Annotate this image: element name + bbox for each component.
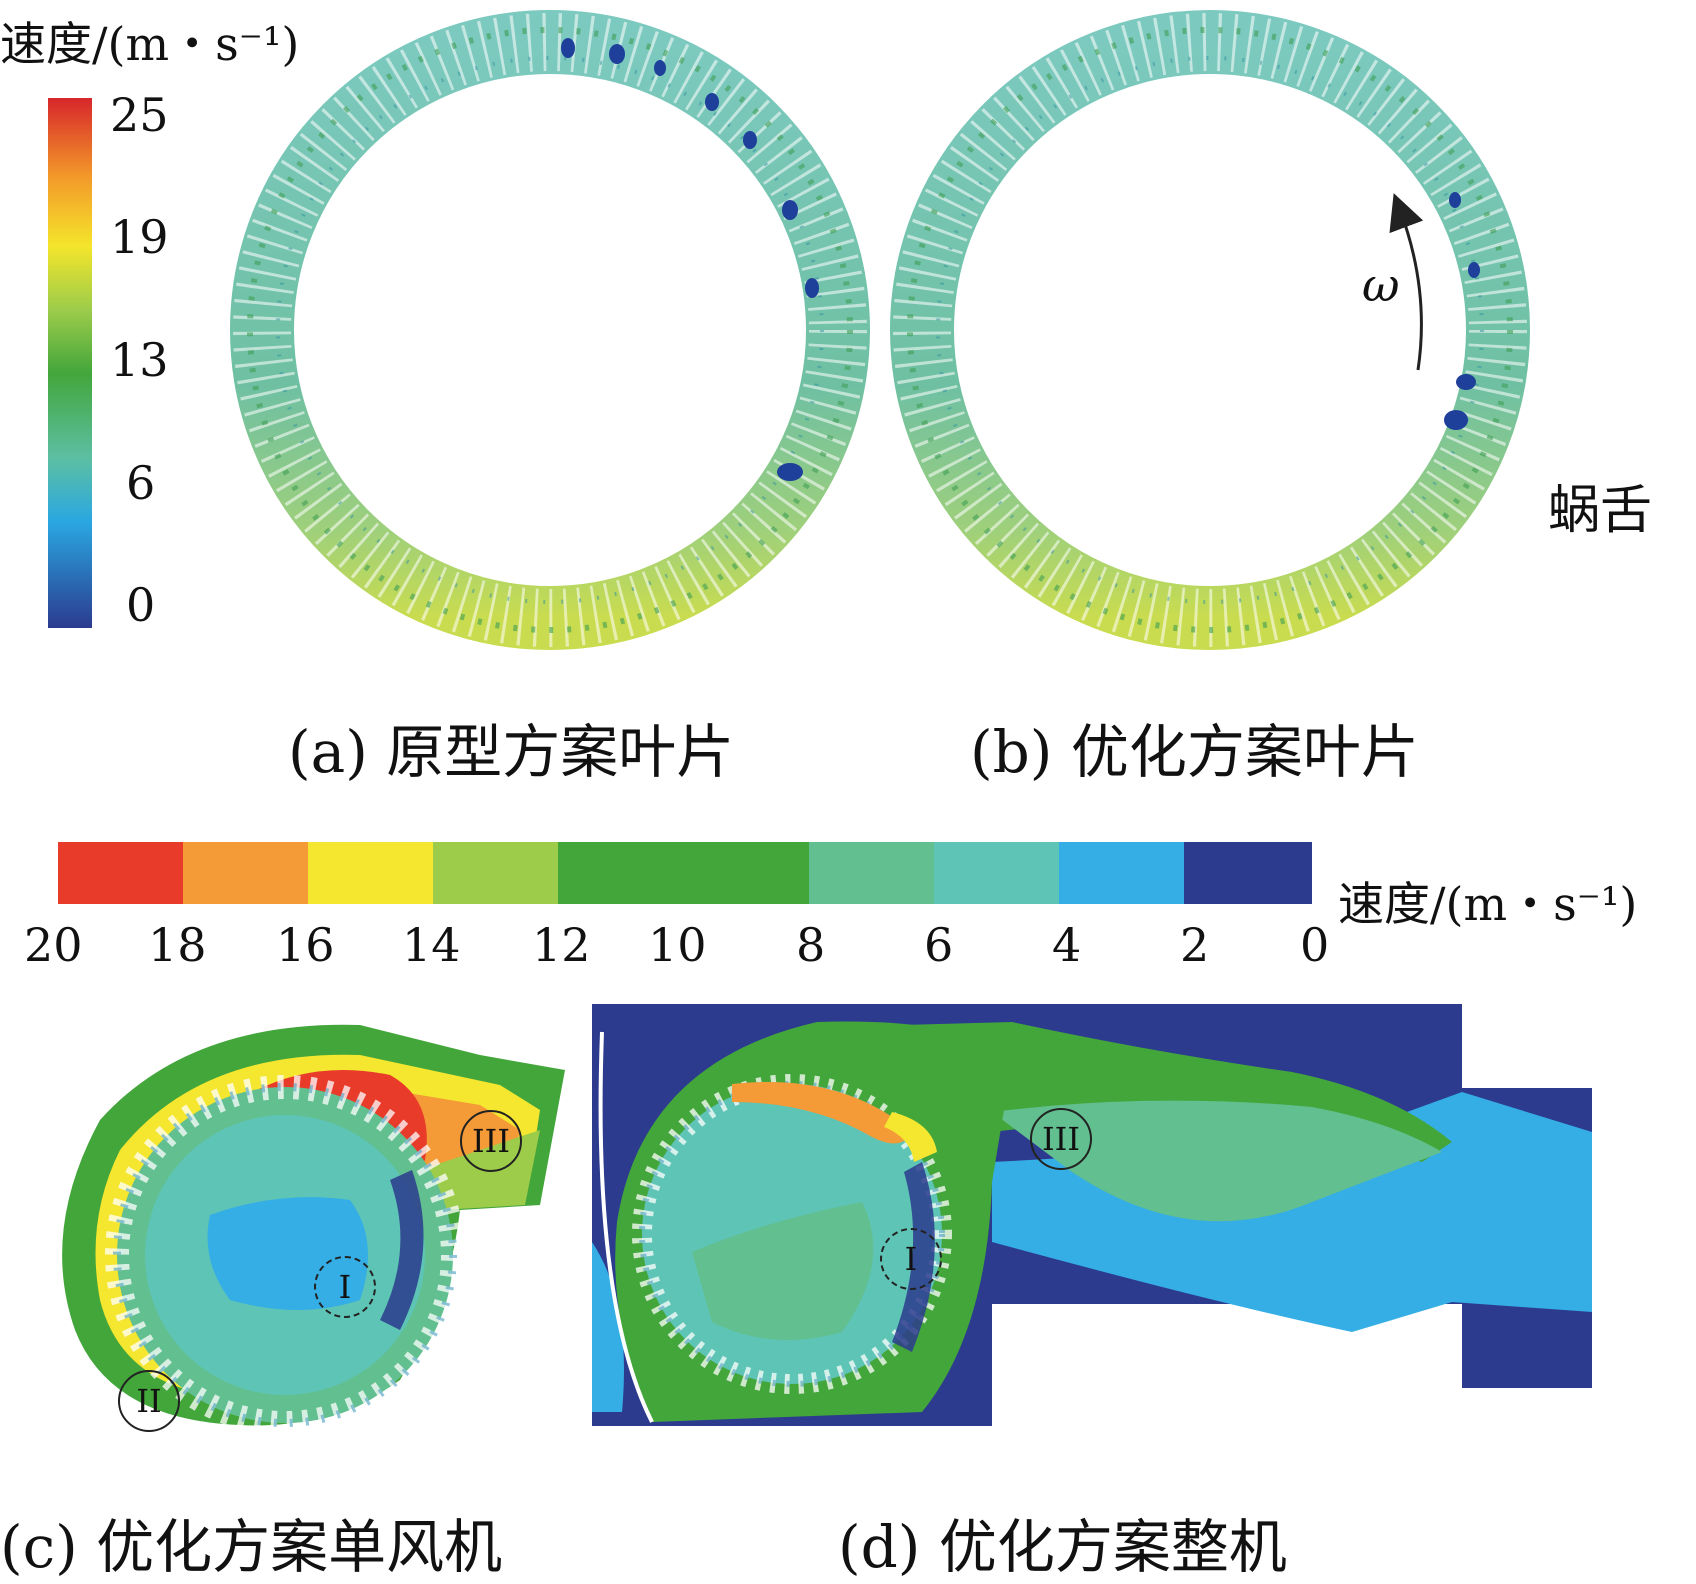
volute-tongue-label: 蜗舌 — [1548, 481, 1653, 541]
bottom-legend-tick: 16 — [276, 918, 335, 972]
bottom-legend-tick: 10 — [648, 918, 707, 972]
caption-d: (d) 优化方案整机 — [838, 1513, 1287, 1581]
impeller-ring-optimized — [890, 10, 1530, 650]
full-machine — [592, 1004, 1592, 1426]
marker-c-ii: II — [118, 1370, 180, 1432]
bottom-legend-tick: 4 — [1052, 918, 1082, 972]
bottom-legend-cell — [934, 842, 1060, 904]
marker-c-i: I — [314, 1256, 376, 1318]
bottom-legend-colorbar — [58, 842, 1312, 904]
bottom-legend-cell — [1059, 842, 1185, 904]
bottom-legend-title: 速度/(m・s⁻¹) — [1338, 877, 1638, 931]
caption-c: (c) 优化方案单风机 — [0, 1513, 503, 1581]
top-legend-tick: 25 — [110, 88, 169, 142]
omega-label: ω — [1362, 258, 1400, 312]
top-legend-tick: 19 — [110, 210, 169, 264]
bottom-legend-cell — [58, 842, 184, 904]
bottom-legend-tick: 6 — [924, 918, 954, 972]
bottom-legend-cell — [1184, 842, 1312, 904]
bottom-legend-tick: 0 — [1300, 918, 1330, 972]
marker-d-iii: III — [1030, 1108, 1092, 1170]
top-legend-colorbar — [48, 98, 92, 628]
bottom-legend-tick: 8 — [796, 918, 826, 972]
bottom-legend-cell — [308, 842, 434, 904]
bottom-legend-tick: 18 — [148, 918, 207, 972]
caption-b: (b) 优化方案叶片 — [970, 718, 1419, 786]
bottom-legend-cell — [183, 842, 309, 904]
impeller-ring-original — [230, 10, 870, 650]
bottom-legend-cell — [433, 842, 559, 904]
bottom-legend-tick: 12 — [532, 918, 591, 972]
bottom-legend-tick: 14 — [402, 918, 461, 972]
top-legend-tick: 0 — [126, 578, 156, 632]
top-legend-tick: 13 — [110, 333, 169, 387]
marker-d-i: I — [880, 1228, 942, 1290]
top-legend-tick: 6 — [126, 456, 156, 510]
bottom-legend-cell — [809, 842, 935, 904]
caption-a: (a) 原型方案叶片 — [288, 718, 735, 786]
bottom-legend-cell — [558, 842, 810, 904]
single-fan-volute — [62, 1024, 566, 1435]
bottom-legend-tick: 20 — [24, 918, 83, 972]
top-legend-title: 速度/(m・s⁻¹) — [0, 17, 300, 71]
marker-c-iii: III — [460, 1110, 522, 1172]
bottom-legend-tick: 2 — [1180, 918, 1210, 972]
